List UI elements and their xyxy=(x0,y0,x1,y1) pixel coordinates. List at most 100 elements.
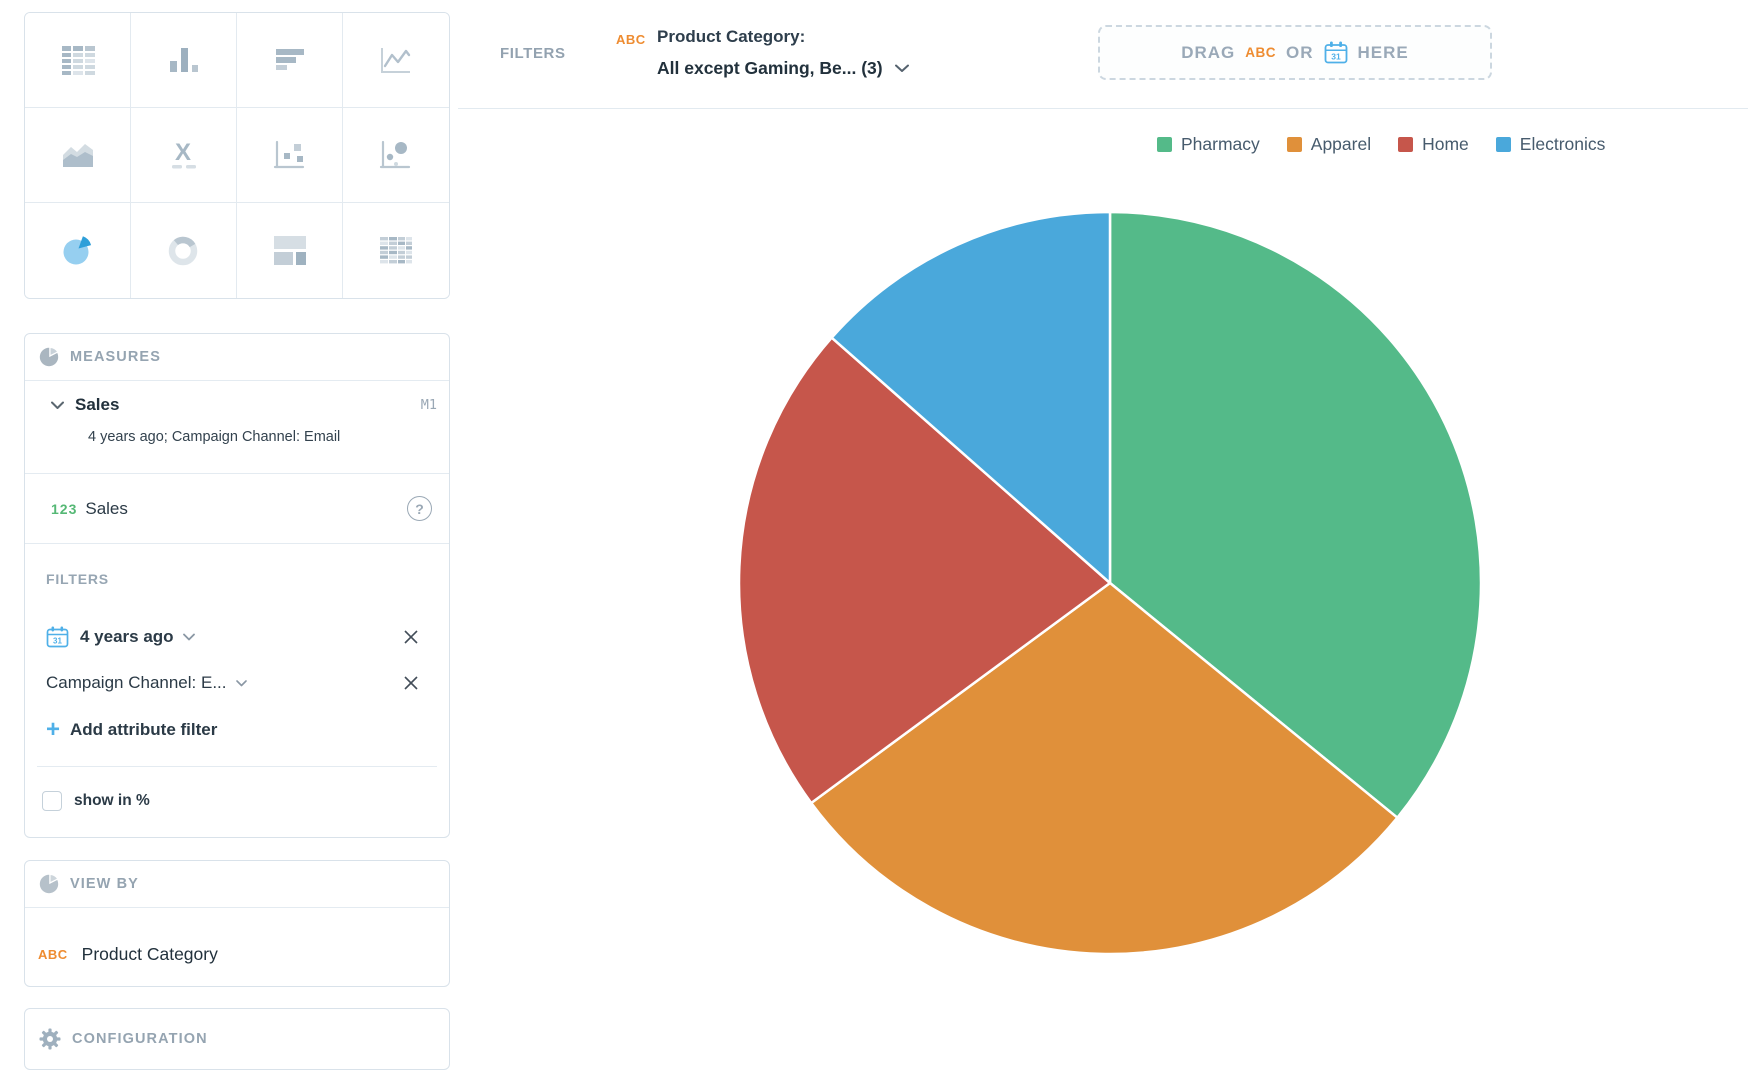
legend-swatch xyxy=(1286,137,1302,152)
filter-dropzone[interactable]: DRAG ABC OR 31 HERE xyxy=(1098,25,1492,80)
filter-bar-label: FILTERS xyxy=(500,45,566,62)
pie-slice-apparel[interactable] xyxy=(809,581,1399,956)
line-chart-icon xyxy=(381,48,411,73)
legend-swatch xyxy=(1398,137,1414,152)
filter-token-attribute: Product Category: xyxy=(657,27,806,46)
measures-bucket: MEASURES Sales M1 4 years ago; Campaign … xyxy=(24,333,450,838)
close-icon xyxy=(404,676,418,690)
date-filter-label: 4 years ago xyxy=(80,627,174,646)
vis-type-scatter-plot-button[interactable] xyxy=(237,108,343,203)
calendar-icon: 31 xyxy=(46,626,69,648)
pie-chart-icon xyxy=(63,235,91,264)
heatmap-icon xyxy=(380,237,412,264)
legend-label: Home xyxy=(1422,134,1469,154)
sidebar-filters-title: FILTERS xyxy=(46,571,109,587)
abc-attribute-icon: ABC xyxy=(1245,45,1277,60)
configuration-title: CONFIGURATION xyxy=(72,1031,208,1047)
remove-attribute-filter-button[interactable] xyxy=(403,675,419,691)
pie-slice-home[interactable] xyxy=(737,336,1112,805)
divider xyxy=(37,766,437,767)
vis-type-column-chart-button[interactable] xyxy=(131,13,237,108)
product-category-filter-token[interactable]: ABC Product Category: All except Gaming,… xyxy=(616,27,909,79)
vis-type-bubble-chart-button[interactable] xyxy=(343,108,449,203)
chart-legend: Pharmacy Apparel Home Electronics xyxy=(1157,134,1605,155)
fact-label: Sales xyxy=(85,498,128,518)
plus-icon: + xyxy=(46,716,61,743)
attribute-filter-label: Campaign Channel: E... xyxy=(46,673,227,692)
legend-label: Electronics xyxy=(1519,134,1606,154)
legend-item-pharmacy[interactable]: Pharmacy xyxy=(1157,134,1260,155)
measure-name: Sales xyxy=(75,395,120,414)
numeric-123-icon: 123 xyxy=(51,500,78,517)
legend-item-home[interactable]: Home xyxy=(1398,134,1469,155)
svg-text:31: 31 xyxy=(1331,52,1341,62)
view-by-bucket: VIEW BY ABC Product Category xyxy=(24,860,450,987)
treemap-icon xyxy=(273,236,306,265)
pie-slice-pharmacy[interactable] xyxy=(1108,210,1483,819)
headline-icon: X xyxy=(171,140,196,169)
legend-swatch xyxy=(1495,137,1511,152)
legend-label: Pharmacy xyxy=(1181,134,1260,154)
pie-bucket-icon xyxy=(39,347,59,367)
legend-item-apparel[interactable]: Apparel xyxy=(1286,134,1372,155)
bubble-chart-icon xyxy=(379,140,411,169)
pie-bucket-icon xyxy=(39,874,59,894)
chevron-down-icon xyxy=(235,679,247,686)
chevron-down-icon[interactable] xyxy=(51,401,64,410)
vis-type-treemap-button[interactable] xyxy=(237,203,343,298)
area-chart-icon xyxy=(62,144,93,167)
remove-date-filter-button[interactable] xyxy=(403,629,419,645)
show-in-percent-row[interactable]: show in % xyxy=(42,789,150,813)
dropzone-drag-text: DRAG xyxy=(1181,42,1236,62)
date-filter-row[interactable]: 31 4 years ago xyxy=(46,622,419,652)
abc-attribute-icon: ABC xyxy=(616,32,646,47)
view-by-item-label: Product Category xyxy=(81,943,218,964)
close-icon xyxy=(404,630,418,644)
bar-chart-icon xyxy=(275,49,304,70)
legend-label: Apparel xyxy=(1310,134,1372,154)
filter-token-selection: All except Gaming, Be... (3) xyxy=(657,58,883,78)
vis-type-area-chart-button[interactable] xyxy=(25,108,131,203)
svg-text:31: 31 xyxy=(53,637,62,646)
view-by-title: VIEW BY xyxy=(70,876,139,892)
help-icon[interactable]: ? xyxy=(407,496,432,521)
vis-type-headline-button[interactable]: X xyxy=(131,108,237,203)
dropzone-here-text: HERE xyxy=(1357,42,1409,62)
measure-item-sales[interactable]: Sales M1 4 years ago; Campaign Channel: … xyxy=(25,381,449,474)
configuration-bucket: CONFIGURATION xyxy=(24,1008,450,1070)
measure-subtitle: 4 years ago; Campaign Channel: Email xyxy=(88,429,341,445)
scatter-plot-icon xyxy=(273,140,304,169)
show-in-percent-checkbox[interactable] xyxy=(42,791,62,811)
add-attribute-filter-button[interactable]: + Add attribute filter xyxy=(46,715,217,745)
pie-chart xyxy=(737,210,1483,956)
svg-text:X: X xyxy=(174,140,190,166)
gear-icon xyxy=(39,1028,61,1050)
legend-swatch xyxy=(1157,137,1172,152)
column-chart-icon xyxy=(169,48,198,72)
measures-title: MEASURES xyxy=(70,349,161,365)
attribute-filter-row[interactable]: Campaign Channel: E... xyxy=(46,668,419,698)
vis-type-bar-chart-button[interactable] xyxy=(237,13,343,108)
vis-type-line-chart-button[interactable] xyxy=(343,13,449,108)
divider xyxy=(458,108,1748,109)
chevron-down-icon xyxy=(182,633,195,641)
table-icon xyxy=(61,46,95,75)
add-attribute-filter-label: Add attribute filter xyxy=(70,720,218,739)
view-by-item-product-category[interactable]: ABC Product Category xyxy=(25,921,449,987)
measures-header[interactable]: MEASURES xyxy=(25,334,449,381)
vis-type-heatmap-button[interactable] xyxy=(343,203,449,298)
vis-type-donut-chart-button[interactable] xyxy=(131,203,237,298)
donut-chart-icon xyxy=(168,236,197,265)
configuration-header[interactable]: CONFIGURATION xyxy=(25,1016,449,1063)
visualization-picker: X xyxy=(24,12,450,299)
calendar-icon: 31 xyxy=(1324,41,1347,64)
view-by-header[interactable]: VIEW BY xyxy=(25,861,449,908)
pie-slice-electronics[interactable] xyxy=(830,210,1112,585)
chevron-down-icon xyxy=(894,64,909,72)
legend-item-electronics[interactable]: Electronics xyxy=(1495,134,1606,155)
vis-type-table-button[interactable] xyxy=(25,13,131,108)
measure-tag: M1 xyxy=(420,397,437,413)
vis-type-pie-chart-button-selected[interactable] xyxy=(25,203,131,298)
measure-fact-sales[interactable]: 123 Sales ? xyxy=(25,474,449,544)
